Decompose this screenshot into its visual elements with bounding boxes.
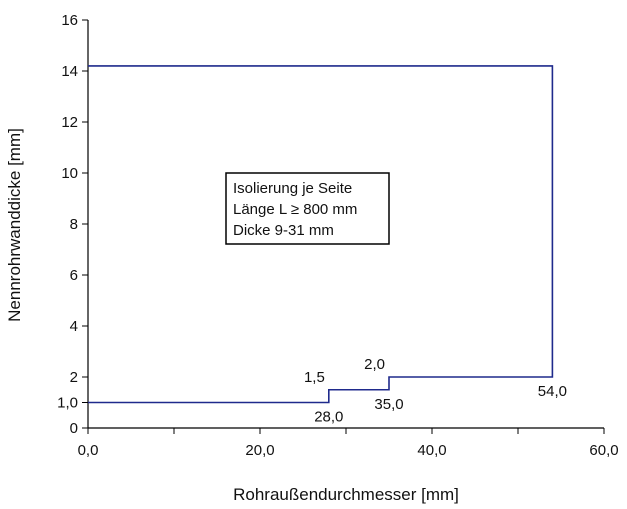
y-tick-label: 14 (61, 63, 78, 80)
y-tick-label: 4 (70, 318, 78, 335)
x-tick-label: 20,0 (245, 442, 274, 459)
y-tick-label: 12 (61, 114, 78, 131)
y-tick-label: 1,0 (57, 395, 78, 412)
series-line (88, 65, 554, 404)
annotation-frame (225, 172, 390, 245)
y-axis-title: Nennrohrwanddicke [mm] (5, 128, 24, 322)
series (88, 65, 554, 404)
data-label: 1,5 (304, 369, 325, 386)
y-tick-label: 16 (61, 12, 78, 29)
y-tick-label: 6 (70, 267, 78, 284)
x-tick-label: 60,0 (589, 442, 618, 459)
annotation-line-3: Dicke 9-31 mm (233, 222, 334, 239)
x-tick-label: 40,0 (417, 442, 446, 459)
y-tick-label: 10 (61, 165, 78, 182)
annotation-line-2: Länge L ≥ 800 mm (233, 201, 357, 218)
x-axis-title: Rohraußendurchmesser [mm] (233, 485, 459, 504)
annotation-box: Isolierung je Seite Länge L ≥ 800 mm Dic… (225, 172, 390, 245)
data-labels: 1,5 28,0 2,0 35,0 54,0 (304, 356, 567, 426)
annotation-line-1: Isolierung je Seite (233, 180, 352, 197)
x-tick-label: 0,0 (78, 442, 99, 459)
y-tick-label: 0 (70, 420, 78, 437)
y-tick-label: 2 (70, 369, 78, 386)
data-label: 35,0 (374, 396, 403, 413)
data-label: 54,0 (538, 383, 567, 400)
y-tick-label: 8 (70, 216, 78, 233)
data-label: 2,0 (364, 356, 385, 373)
data-label: 28,0 (314, 409, 343, 426)
ticks: 0 1,0 2 4 6 8 10 12 14 16 0,0 20,0 40,0 60,0 (57, 12, 618, 459)
